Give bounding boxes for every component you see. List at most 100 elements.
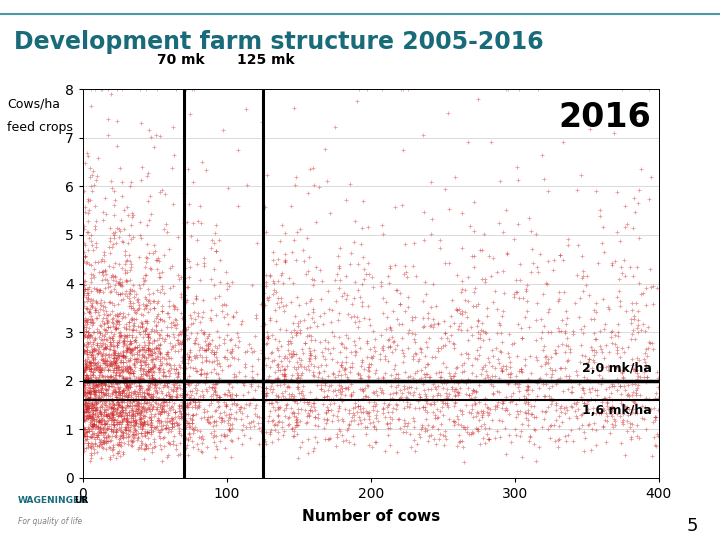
Point (82, 402, 94, 411)
Point (294, 225, 306, 234)
Point (115, 423, 127, 431)
Point (159, 424, 171, 433)
Point (100, 412, 112, 421)
Point (600, 437, 611, 446)
Point (128, 433, 140, 442)
Point (84, 392, 96, 401)
Point (338, 365, 350, 374)
Point (108, 421, 120, 429)
Point (453, 304, 464, 313)
Point (105, 357, 117, 366)
Point (157, 397, 168, 406)
Point (566, 403, 577, 411)
Point (161, 228, 173, 237)
Point (176, 273, 187, 282)
Point (98, 424, 109, 433)
Point (91, 327, 103, 336)
Point (364, 408, 375, 416)
Point (245, 418, 256, 427)
Point (150, 354, 161, 362)
Point (538, 341, 549, 350)
Point (93, 308, 104, 316)
Point (156, 421, 167, 430)
Point (137, 431, 148, 440)
Point (341, 290, 352, 299)
Point (615, 399, 626, 407)
Point (91, 433, 103, 442)
Point (134, 284, 145, 292)
Point (83, 381, 94, 389)
Point (154, 188, 166, 197)
Point (307, 370, 319, 379)
Point (80, 431, 91, 440)
Point (82, 373, 94, 382)
Point (395, 300, 406, 308)
Point (342, 375, 354, 383)
Point (502, 406, 513, 415)
Point (606, 396, 617, 404)
Point (364, 419, 376, 428)
Point (170, 316, 181, 325)
Point (632, 372, 644, 381)
Point (182, 355, 194, 363)
Point (276, 269, 288, 278)
Point (302, 408, 314, 417)
Point (356, 356, 368, 364)
Point (135, 418, 147, 427)
Point (266, 349, 277, 357)
Point (571, 371, 582, 380)
Point (189, 398, 201, 407)
Point (84, 357, 95, 366)
Point (102, 375, 114, 383)
Point (304, 347, 315, 355)
Point (542, 424, 554, 433)
Point (421, 408, 433, 416)
Point (272, 404, 284, 413)
Point (78, 346, 89, 354)
Point (96, 379, 108, 388)
Point (194, 342, 205, 351)
Point (116, 216, 127, 225)
Point (107, 318, 118, 327)
Point (115, 431, 127, 440)
Point (357, 394, 369, 402)
Point (544, 304, 555, 313)
Point (368, 423, 379, 432)
Point (117, 406, 128, 414)
Point (83, 362, 94, 370)
Point (433, 435, 444, 443)
Point (358, 314, 369, 322)
Point (89, 382, 101, 391)
Point (103, 431, 114, 440)
Point (330, 442, 342, 451)
Point (142, 345, 153, 353)
Point (274, 337, 285, 346)
Point (102, 437, 114, 445)
Point (471, 321, 482, 330)
Point (428, 400, 440, 408)
Point (595, 345, 606, 353)
Point (87, 377, 99, 386)
Point (97, 216, 109, 225)
Point (422, 360, 433, 369)
Point (481, 304, 492, 313)
Point (621, 391, 633, 400)
Point (99, 339, 110, 348)
Point (170, 393, 181, 401)
Point (87, 441, 99, 450)
Point (600, 416, 611, 424)
Point (294, 326, 306, 334)
Point (258, 402, 269, 410)
Point (233, 343, 244, 352)
Point (141, 221, 153, 230)
Point (539, 360, 551, 368)
Point (208, 382, 220, 391)
Point (98, 320, 109, 328)
Point (551, 377, 562, 386)
Point (334, 394, 346, 403)
Point (152, 296, 163, 305)
Point (89, 387, 100, 395)
Point (86, 374, 97, 383)
Point (291, 357, 302, 366)
Point (100, 343, 112, 352)
